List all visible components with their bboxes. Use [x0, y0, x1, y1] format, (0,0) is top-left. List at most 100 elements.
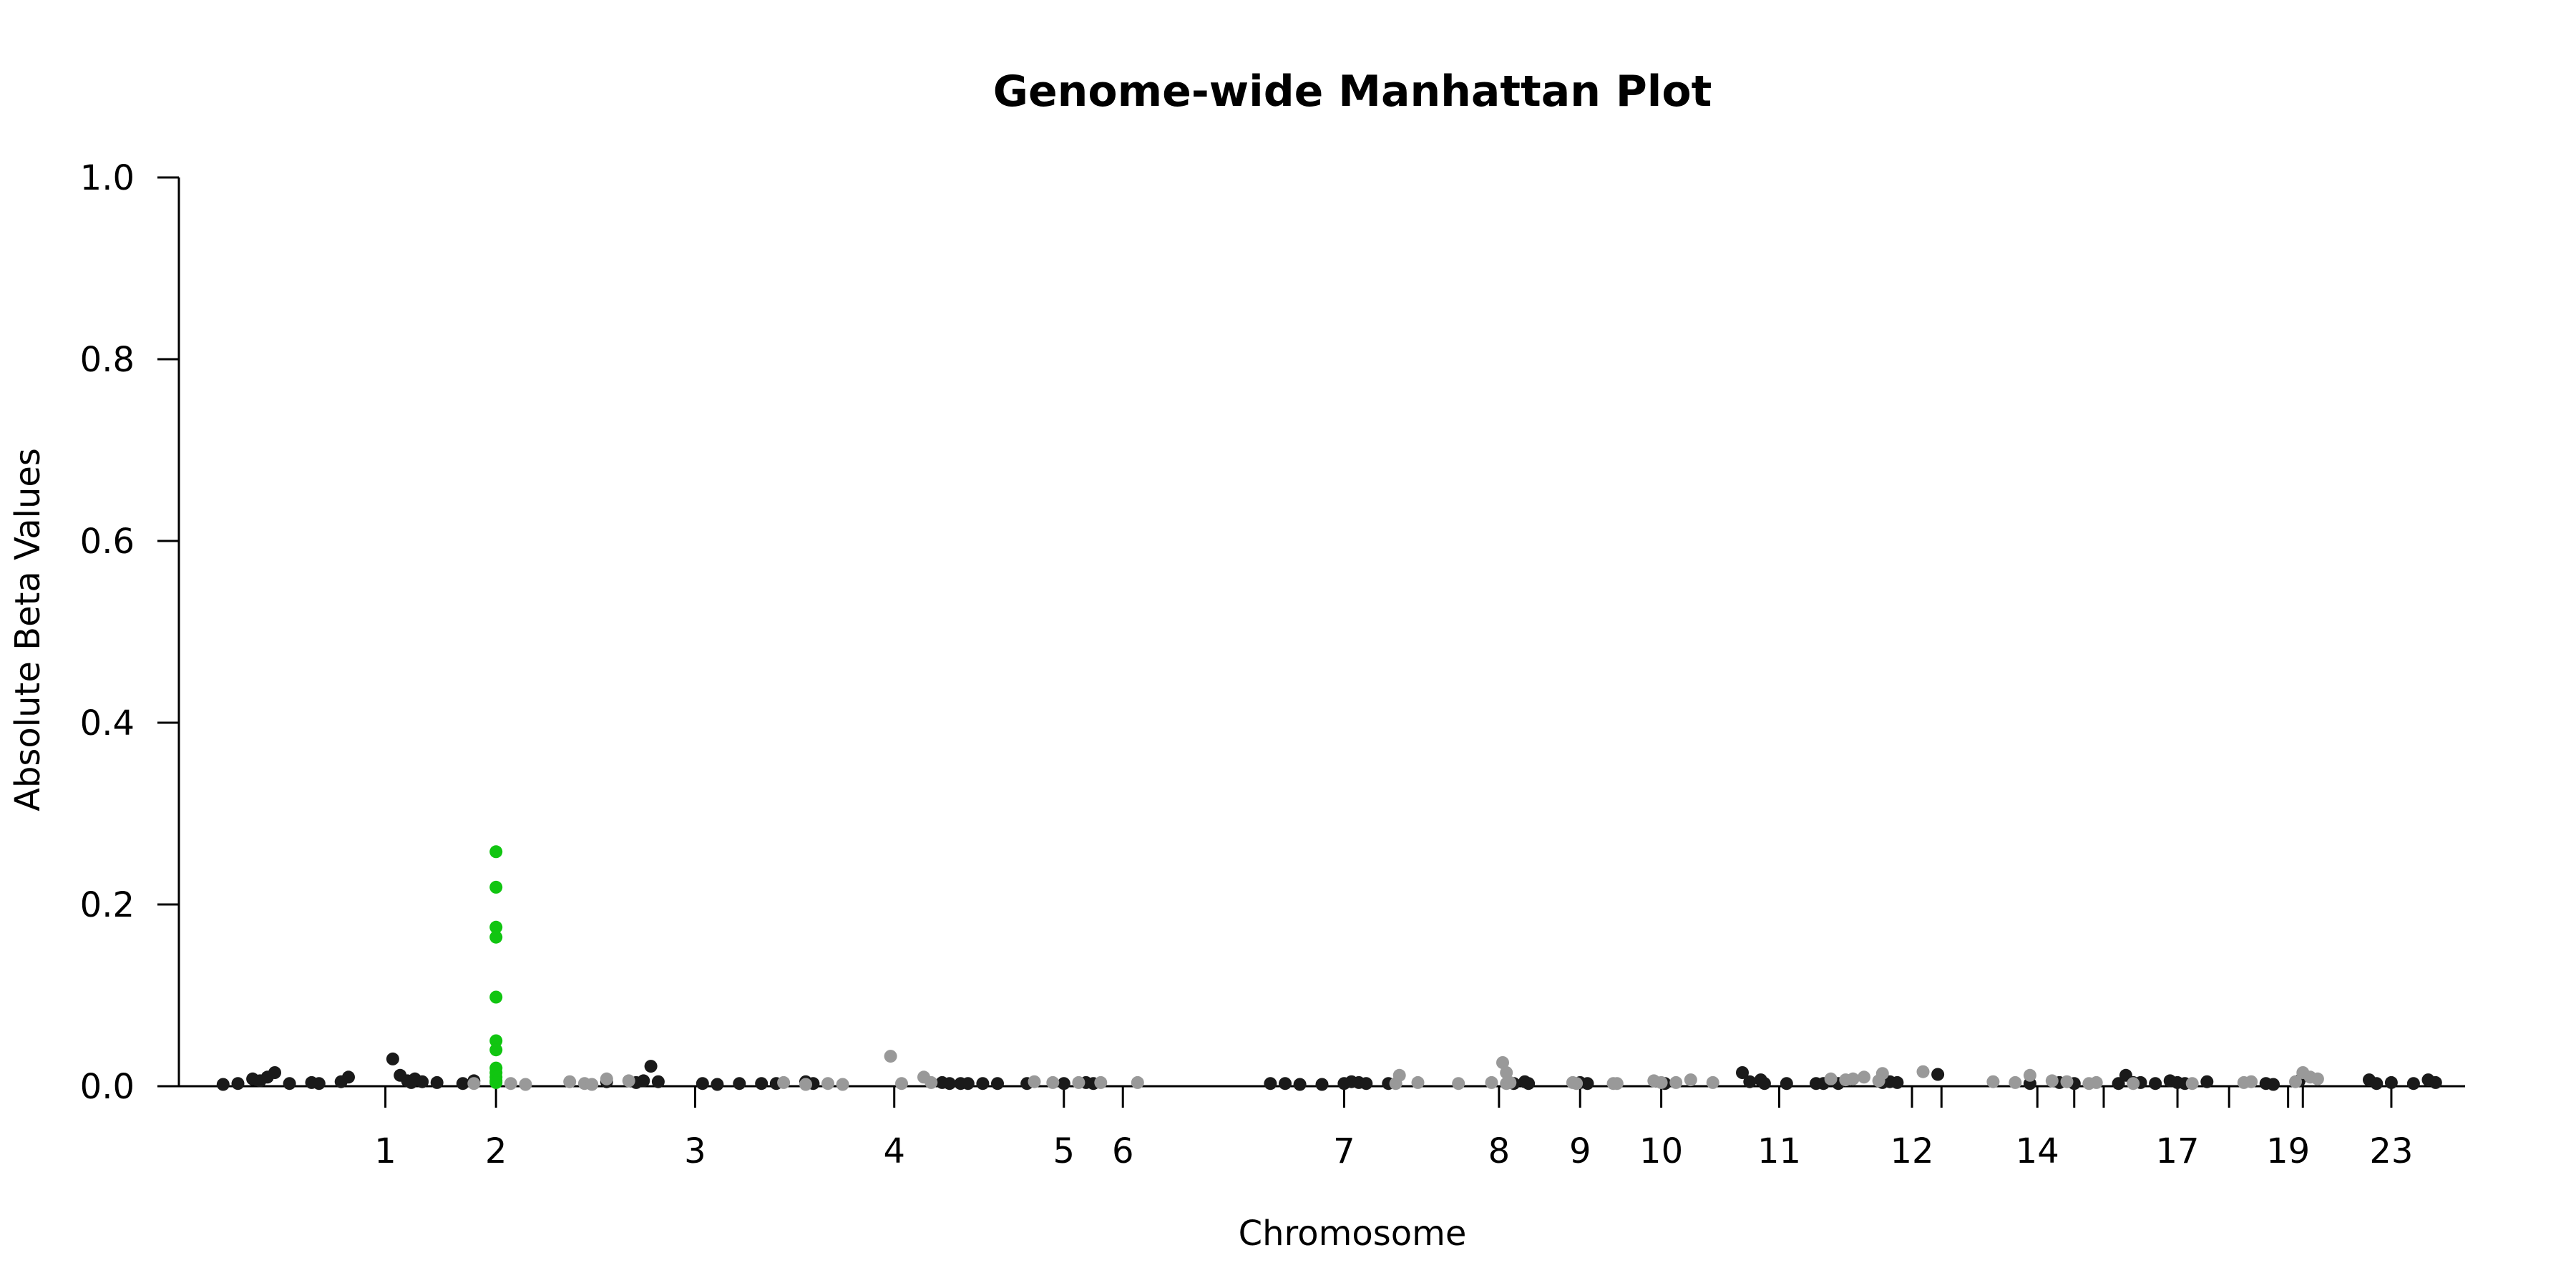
data-point	[821, 1077, 834, 1091]
y-axis-label: Absolute Beta Values	[8, 448, 48, 811]
data-point	[1131, 1075, 1144, 1089]
x-tick-label: 14	[2016, 1131, 2059, 1171]
data-point	[1736, 1066, 1749, 1079]
data-point	[489, 845, 503, 859]
data-points	[216, 845, 2442, 1091]
data-point	[283, 1077, 296, 1091]
data-point	[1452, 1077, 1465, 1091]
x-tick-label: 1	[374, 1131, 396, 1171]
data-point	[2112, 1077, 2125, 1091]
data-point	[1360, 1077, 1373, 1091]
data-point	[1858, 1070, 1870, 1084]
data-point	[1757, 1077, 1771, 1091]
data-point	[1503, 1075, 1517, 1089]
x-tick-label: 5	[1053, 1131, 1075, 1171]
data-point	[216, 1078, 230, 1091]
data-point	[1872, 1074, 1885, 1088]
data-point	[991, 1077, 1004, 1091]
x-tick-label: 12	[1890, 1131, 1933, 1171]
y-tick-label: 1.0	[80, 158, 135, 198]
data-point	[268, 1066, 281, 1079]
x-tick-label: 11	[1757, 1131, 1801, 1171]
x-tick-label: 3	[684, 1131, 706, 1171]
data-point	[1496, 1056, 1509, 1069]
data-point	[696, 1077, 709, 1091]
data-point	[600, 1072, 613, 1085]
data-point	[755, 1077, 769, 1091]
data-point	[1500, 1066, 1513, 1079]
data-point	[489, 1043, 503, 1057]
data-point	[1028, 1075, 1041, 1088]
data-point	[342, 1070, 355, 1084]
data-point	[1392, 1068, 1406, 1082]
y-tick-label: 0.4	[80, 703, 135, 743]
data-point	[2009, 1075, 2022, 1089]
data-point	[231, 1077, 245, 1091]
data-point	[2289, 1075, 2302, 1088]
x-tick-label: 9	[1569, 1131, 1591, 1171]
y-tick-label: 0.0	[80, 1067, 135, 1107]
y-tick-label: 0.6	[80, 522, 135, 562]
data-point	[622, 1074, 635, 1088]
data-point	[1293, 1078, 1307, 1091]
data-point	[1931, 1068, 1945, 1081]
data-point	[1046, 1075, 1060, 1089]
data-point	[312, 1077, 326, 1091]
data-point	[519, 1078, 532, 1091]
data-point	[1581, 1077, 1594, 1091]
x-tick-label: 17	[2156, 1131, 2200, 1171]
data-point	[2245, 1075, 2258, 1088]
data-point	[416, 1075, 429, 1088]
data-point	[1669, 1075, 1683, 1089]
data-point	[456, 1077, 469, 1091]
y-tick-label: 0.2	[80, 885, 135, 925]
data-point	[2296, 1066, 2310, 1079]
data-point	[644, 1060, 658, 1073]
data-point	[1264, 1077, 1277, 1091]
data-point	[386, 1052, 399, 1065]
data-point	[1986, 1075, 2000, 1088]
x-tick-label: 10	[1639, 1131, 1683, 1171]
x-axis-label: Chromosome	[1239, 1214, 1467, 1254]
data-point	[1279, 1077, 1292, 1091]
data-point	[1570, 1077, 1584, 1091]
data-point	[2384, 1075, 2398, 1089]
data-point	[924, 1075, 938, 1089]
data-point	[711, 1078, 724, 1091]
x-tick-label: 6	[1112, 1131, 1134, 1171]
y-axis: 0.0 0.2 0.4 0.6 0.8 1.0	[80, 158, 180, 1107]
data-point	[733, 1077, 746, 1091]
x-tick-label: 2	[485, 1131, 507, 1171]
data-point	[2045, 1074, 2059, 1088]
data-point	[2429, 1075, 2442, 1089]
data-point	[585, 1078, 599, 1091]
data-point	[943, 1077, 956, 1091]
data-point	[2311, 1072, 2324, 1085]
data-point	[2200, 1075, 2214, 1088]
data-point	[1315, 1078, 1329, 1091]
data-point	[2267, 1078, 2280, 1091]
data-point	[1706, 1075, 1719, 1089]
data-point	[2149, 1077, 2162, 1091]
x-tick-label: 19	[2266, 1131, 2310, 1171]
data-point	[489, 990, 503, 1004]
data-point	[777, 1075, 791, 1089]
x-tick-label: 4	[883, 1131, 905, 1171]
data-point	[961, 1077, 975, 1091]
x-tick-label: 7	[1333, 1131, 1355, 1171]
data-point	[1485, 1075, 1498, 1089]
data-point	[1072, 1075, 1085, 1089]
data-point	[895, 1077, 908, 1091]
data-point	[489, 930, 503, 944]
data-point	[1780, 1077, 1793, 1091]
data-point	[489, 1034, 503, 1048]
data-point	[651, 1075, 665, 1088]
data-point	[1094, 1075, 1108, 1089]
data-point	[1824, 1072, 1838, 1085]
x-tick-label: 8	[1488, 1131, 1511, 1171]
data-point	[1846, 1072, 1860, 1085]
data-point	[1743, 1075, 1757, 1088]
data-point	[1610, 1077, 1624, 1091]
data-point	[799, 1078, 812, 1091]
